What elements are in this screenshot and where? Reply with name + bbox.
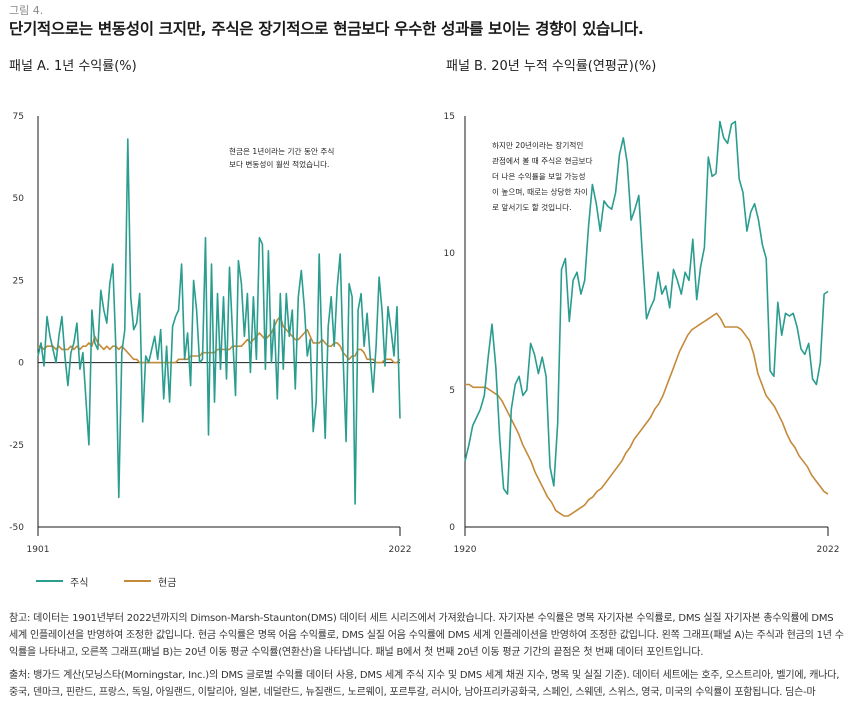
y-tick-label: 0: [449, 523, 455, 533]
panel-a-title: 패널 A. 1년 수익률(%): [9, 59, 137, 74]
y-tick-label: 50: [13, 194, 25, 204]
figure-title: 단기적으로는 변동성이 크지만, 주식은 장기적으로 현금보다 우수한 성과를 …: [9, 20, 644, 38]
annotation-line: 이 높으며, 때로는 상당한 차이: [492, 187, 588, 197]
x-tick-label: 1901: [27, 545, 50, 555]
cash-series-line: [465, 312, 829, 517]
y-tick-label: 10: [444, 249, 456, 259]
y-tick-label: -50: [9, 523, 24, 533]
stocks-series-line: [37, 138, 401, 505]
y-tick-label: 0: [18, 359, 24, 369]
y-tick-label: 25: [13, 276, 24, 286]
figure-label: 그림 4.: [9, 4, 44, 17]
stocks-series-line: [464, 120, 829, 495]
y-tick-label: 5: [449, 386, 455, 396]
panel-b-title: 패널 B. 20년 누적 수익률(연평균)(%): [446, 59, 657, 74]
annotation-line: 로 앞서기도 할 것입니다.: [492, 202, 572, 212]
panel-a-chart: 75 50 25 0 -25 -50 1901 2022 현금은 1년이라는 기간 동안 주식보…: [9, 112, 411, 555]
x-tick-label: 1920: [454, 545, 477, 555]
y-tick-label: 15: [444, 112, 455, 122]
source-text: 출처: 뱅가드 계산(모닝스타(Morningstar, Inc.)의 DMS …: [9, 670, 840, 698]
y-tick-label: 75: [13, 112, 24, 122]
notes-text: 참고: 데이터는 1901년부터 2022년까지의 Dimson-Marsh-S…: [9, 613, 844, 658]
annotation-line: 하지만 20년이라는 장기적인: [492, 140, 583, 150]
legend-label-cash: 현금: [158, 578, 177, 589]
annotation-line: 더 나은 수익률을 보일 가능성: [492, 171, 586, 181]
legend-swatch-cash: [124, 580, 151, 582]
annotation-line: 관점에서 볼 때 주식은 현금보다: [492, 156, 592, 166]
x-tick-label: 2022: [817, 545, 840, 555]
annotation-line: 보다 변동성이 훨씬 적었습니다.: [229, 159, 329, 169]
legend-swatch-stocks: [36, 580, 63, 582]
annotation-line: 현금은 1년이라는 기간 동안 주식: [229, 146, 334, 156]
x-tick-label: 2022: [389, 545, 412, 555]
y-tick-label: -25: [9, 441, 24, 451]
legend-label-stocks: 주식: [70, 578, 89, 589]
